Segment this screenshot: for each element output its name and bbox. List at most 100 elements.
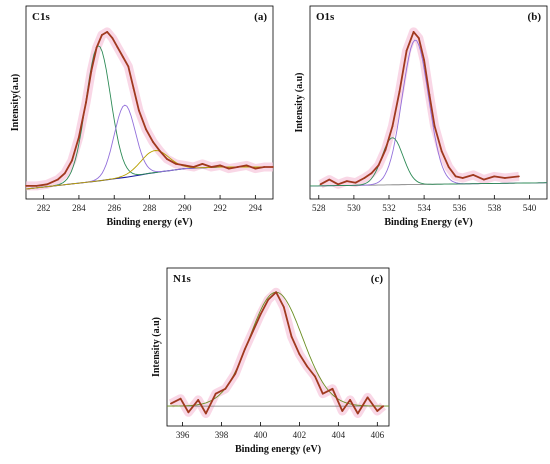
- data-point: [90, 70, 93, 72]
- x-tick-label: 292: [213, 203, 227, 213]
- data-point: [275, 291, 277, 294]
- x-tick-label: 540: [523, 203, 537, 213]
- panel-2: 396 398 400 402 404 406 N1s (c) Binding energy (…: [151, 267, 390, 455]
- data-point: [56, 178, 59, 181]
- x-tick-label: 396: [176, 430, 190, 440]
- x-axis-title: Binding energy (eV): [235, 444, 321, 455]
- data-point: [337, 183, 339, 186]
- data-point: [71, 159, 73, 162]
- plot-frame: [166, 267, 390, 427]
- data-point: [214, 392, 217, 395]
- panel-label: (a): [254, 11, 267, 23]
- plot-frame: [309, 5, 548, 200]
- data-point: [159, 150, 162, 153]
- data-point: [482, 178, 485, 181]
- data-point: [472, 174, 475, 176]
- data-point: [341, 410, 344, 412]
- measured-series: [320, 30, 520, 186]
- data-point: [405, 49, 408, 52]
- x-tick-label: 282: [37, 203, 51, 213]
- data-point: [63, 172, 66, 175]
- data-halo: [26, 27, 273, 191]
- x-tick-label: 528: [312, 203, 326, 213]
- panel-1: 528 530 532 534 536 538 540 O1s (b) Binding Energ…: [294, 5, 548, 228]
- data-point: [205, 412, 207, 415]
- data-point: [85, 101, 87, 104]
- data-point: [234, 373, 237, 375]
- panel-label: (b): [528, 11, 542, 23]
- data-point: [493, 175, 496, 178]
- data-point: [228, 167, 230, 170]
- x-tick-label: 286: [107, 203, 121, 213]
- data-point: [210, 166, 213, 168]
- x-axis-title: Binding energy (eV): [106, 217, 192, 228]
- data-point: [152, 141, 154, 143]
- data-point: [282, 306, 285, 308]
- data-point: [377, 164, 380, 167]
- x-tick-label: 398: [215, 430, 229, 440]
- y-axis-title: Intensity(a.u): [10, 74, 21, 132]
- data-point: [197, 399, 200, 401]
- data-point: [122, 56, 124, 58]
- x-tick-label: 290: [178, 203, 192, 213]
- data-point: [175, 163, 177, 165]
- data-point: [363, 177, 366, 179]
- data-point: [298, 353, 301, 355]
- fit-component-2: [25, 150, 273, 190]
- data-point: [412, 31, 415, 33]
- data-point: [116, 46, 119, 49]
- data-point: [127, 65, 130, 68]
- data-point: [346, 180, 348, 183]
- data-point: [187, 411, 190, 414]
- data-point: [382, 405, 385, 407]
- x-tick-label: 404: [332, 430, 346, 440]
- data-halo: [168, 287, 387, 418]
- fit-component-1: [310, 137, 547, 187]
- data-point: [259, 313, 262, 316]
- data-point: [251, 330, 254, 333]
- x-tick-label: 534: [417, 203, 431, 213]
- data-point: [319, 183, 322, 186]
- data-point: [321, 392, 324, 395]
- panel-title: O1s: [316, 11, 335, 23]
- data-point: [106, 31, 109, 33]
- data-point: [331, 387, 334, 390]
- data-point: [376, 410, 379, 412]
- x-tick-label: 288: [143, 203, 157, 213]
- data-point: [518, 175, 520, 178]
- data-point: [328, 178, 331, 181]
- data-point: [356, 412, 359, 415]
- panel-label: (c): [371, 273, 384, 285]
- x-tick-label: 536: [452, 203, 466, 213]
- data-point: [314, 375, 316, 378]
- data-point: [46, 183, 49, 186]
- data-point: [132, 87, 135, 90]
- data-point: [391, 125, 394, 127]
- fit-component-0: [167, 291, 389, 407]
- x-tick-label: 538: [488, 203, 502, 213]
- data-point: [101, 34, 103, 36]
- data-point: [272, 166, 274, 168]
- data-halo: [318, 27, 520, 189]
- data-point: [398, 90, 401, 93]
- data-point: [219, 164, 222, 167]
- data-point: [306, 365, 309, 368]
- data-point: [354, 181, 357, 184]
- data-point: [384, 148, 387, 151]
- panel-title: C1s: [32, 11, 50, 23]
- data-point: [423, 59, 425, 61]
- x-axis-title: Binding Energy (eV): [384, 217, 472, 228]
- data-point: [95, 46, 98, 49]
- data-point: [370, 172, 373, 175]
- data-point: [236, 166, 239, 168]
- data-point: [201, 163, 204, 165]
- data-point: [290, 335, 293, 338]
- data-point: [244, 348, 246, 350]
- x-tick-label: 402: [293, 430, 307, 440]
- x-tick-label: 530: [347, 203, 361, 213]
- panel-0: 282 284 286 288 290 292 294 C1s (a) Binding energ…: [10, 5, 274, 228]
- data-point: [111, 37, 114, 39]
- data-point: [366, 396, 369, 399]
- data-point: [138, 109, 140, 112]
